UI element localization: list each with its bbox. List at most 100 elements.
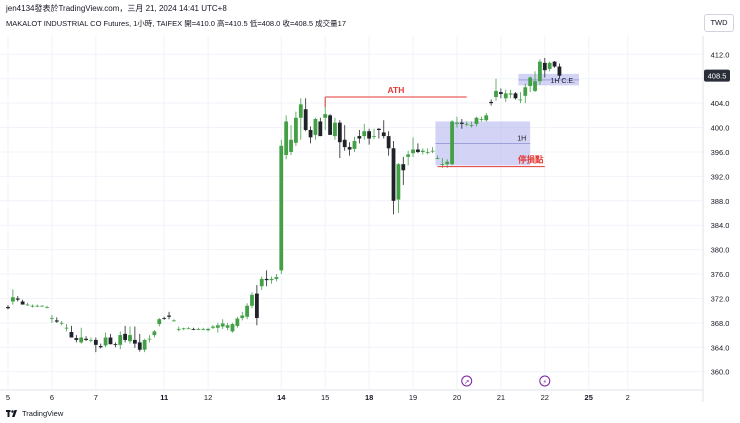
candle-body (201, 328, 206, 330)
tradingview-logo-icon (6, 409, 17, 417)
candle (347, 142, 352, 156)
candle (98, 343, 103, 349)
time-tick-label: 2 (626, 393, 630, 402)
candle-body (235, 318, 240, 326)
price-tick-label: 400.0 (711, 124, 730, 133)
candle (416, 143, 420, 154)
candle-body (440, 164, 445, 165)
candle (108, 333, 113, 345)
candle (435, 155, 440, 160)
candle (298, 98, 303, 140)
stop-label: 停損點 (518, 155, 544, 165)
candle (357, 129, 362, 144)
candle-body (362, 131, 367, 137)
candle-body (245, 305, 250, 317)
candle (425, 148, 430, 155)
candle-body (186, 328, 191, 330)
price-tick-label: 380.0 (711, 246, 730, 255)
candle (201, 327, 206, 331)
candle (240, 311, 245, 321)
candle (79, 327, 84, 344)
event-marker: ⚡ (539, 375, 551, 387)
candle (89, 337, 93, 343)
currency-button[interactable]: TWD (704, 14, 734, 32)
candle (269, 276, 274, 284)
candle-body (376, 128, 381, 130)
candle-body (396, 164, 401, 200)
candle (420, 148, 425, 155)
time-tick-label: 15 (321, 393, 329, 402)
candle-body (128, 335, 132, 342)
candle-body (474, 117, 479, 124)
candle (10, 289, 15, 305)
event-marker: ↗ (461, 375, 473, 387)
candle-body (518, 99, 523, 101)
candle (254, 285, 259, 326)
candle-body (308, 129, 313, 138)
candle (352, 136, 357, 152)
price-tick-label: 404.0 (711, 99, 730, 108)
candle (147, 335, 152, 343)
event-marker-circle (539, 375, 551, 387)
candle (333, 117, 337, 140)
candle (50, 314, 54, 323)
candle (308, 126, 313, 144)
candle-body (113, 344, 118, 346)
tradingview-footer[interactable]: TradingView (6, 409, 63, 418)
candle (45, 305, 49, 309)
candle-body (372, 136, 376, 137)
candle-body (542, 62, 547, 71)
candle (498, 88, 503, 99)
time-tick-label: 5 (6, 393, 10, 402)
candle-body (84, 338, 88, 340)
candle-body (69, 332, 74, 338)
candle (74, 335, 79, 343)
candle (20, 299, 25, 305)
candle-body (328, 115, 332, 135)
price-tick-label: 388.0 (711, 197, 730, 206)
candlestick-series (6, 57, 562, 353)
candle (494, 78, 498, 101)
candle-body (172, 320, 176, 322)
candle (250, 292, 254, 309)
candle (103, 332, 108, 348)
candle (206, 327, 210, 332)
price-tick-label: 384.0 (711, 221, 730, 230)
candle-body (533, 81, 537, 91)
candle-body (386, 136, 391, 149)
candle (411, 137, 415, 157)
candle-body (93, 339, 98, 345)
candle-body (298, 104, 303, 118)
candle-body (464, 123, 469, 125)
event-marker-circle (461, 375, 473, 387)
candle-body (98, 346, 103, 348)
time-axis[interactable]: 5 6 7 11 12 14 15 18 19 20 21 22 25 2 (6, 393, 630, 402)
candle (84, 336, 88, 342)
event-markers[interactable]: ↗ ⚡ (461, 375, 551, 387)
time-tick-label: 18 (365, 393, 373, 402)
candle (181, 327, 186, 331)
candle-body (347, 147, 352, 150)
candle-body (108, 337, 113, 345)
candle-body (250, 294, 254, 306)
price-axis[interactable]: 360.0 364.0 368.0 372.0 376.0 380.0 384.0 388.0… (704, 50, 730, 377)
price-tick-label: 360.0 (711, 368, 730, 377)
candle (479, 116, 484, 122)
candle (455, 116, 459, 128)
candle (225, 322, 230, 331)
candle-body (64, 327, 69, 329)
candle-body (191, 328, 196, 330)
event-marker-icon: ↗ (464, 378, 469, 386)
candle (518, 92, 523, 104)
candle (132, 326, 137, 348)
candle-body (40, 305, 45, 307)
candle (6, 305, 10, 310)
price-tick-label: 372.0 (711, 294, 730, 303)
publisher-line: jen4134發表於TradingView.com，三月 21, 2024 14… (6, 4, 227, 13)
candle (542, 57, 547, 78)
candle (162, 316, 167, 320)
candle-body (503, 93, 508, 99)
candle-body (552, 61, 557, 67)
candle (235, 316, 240, 328)
